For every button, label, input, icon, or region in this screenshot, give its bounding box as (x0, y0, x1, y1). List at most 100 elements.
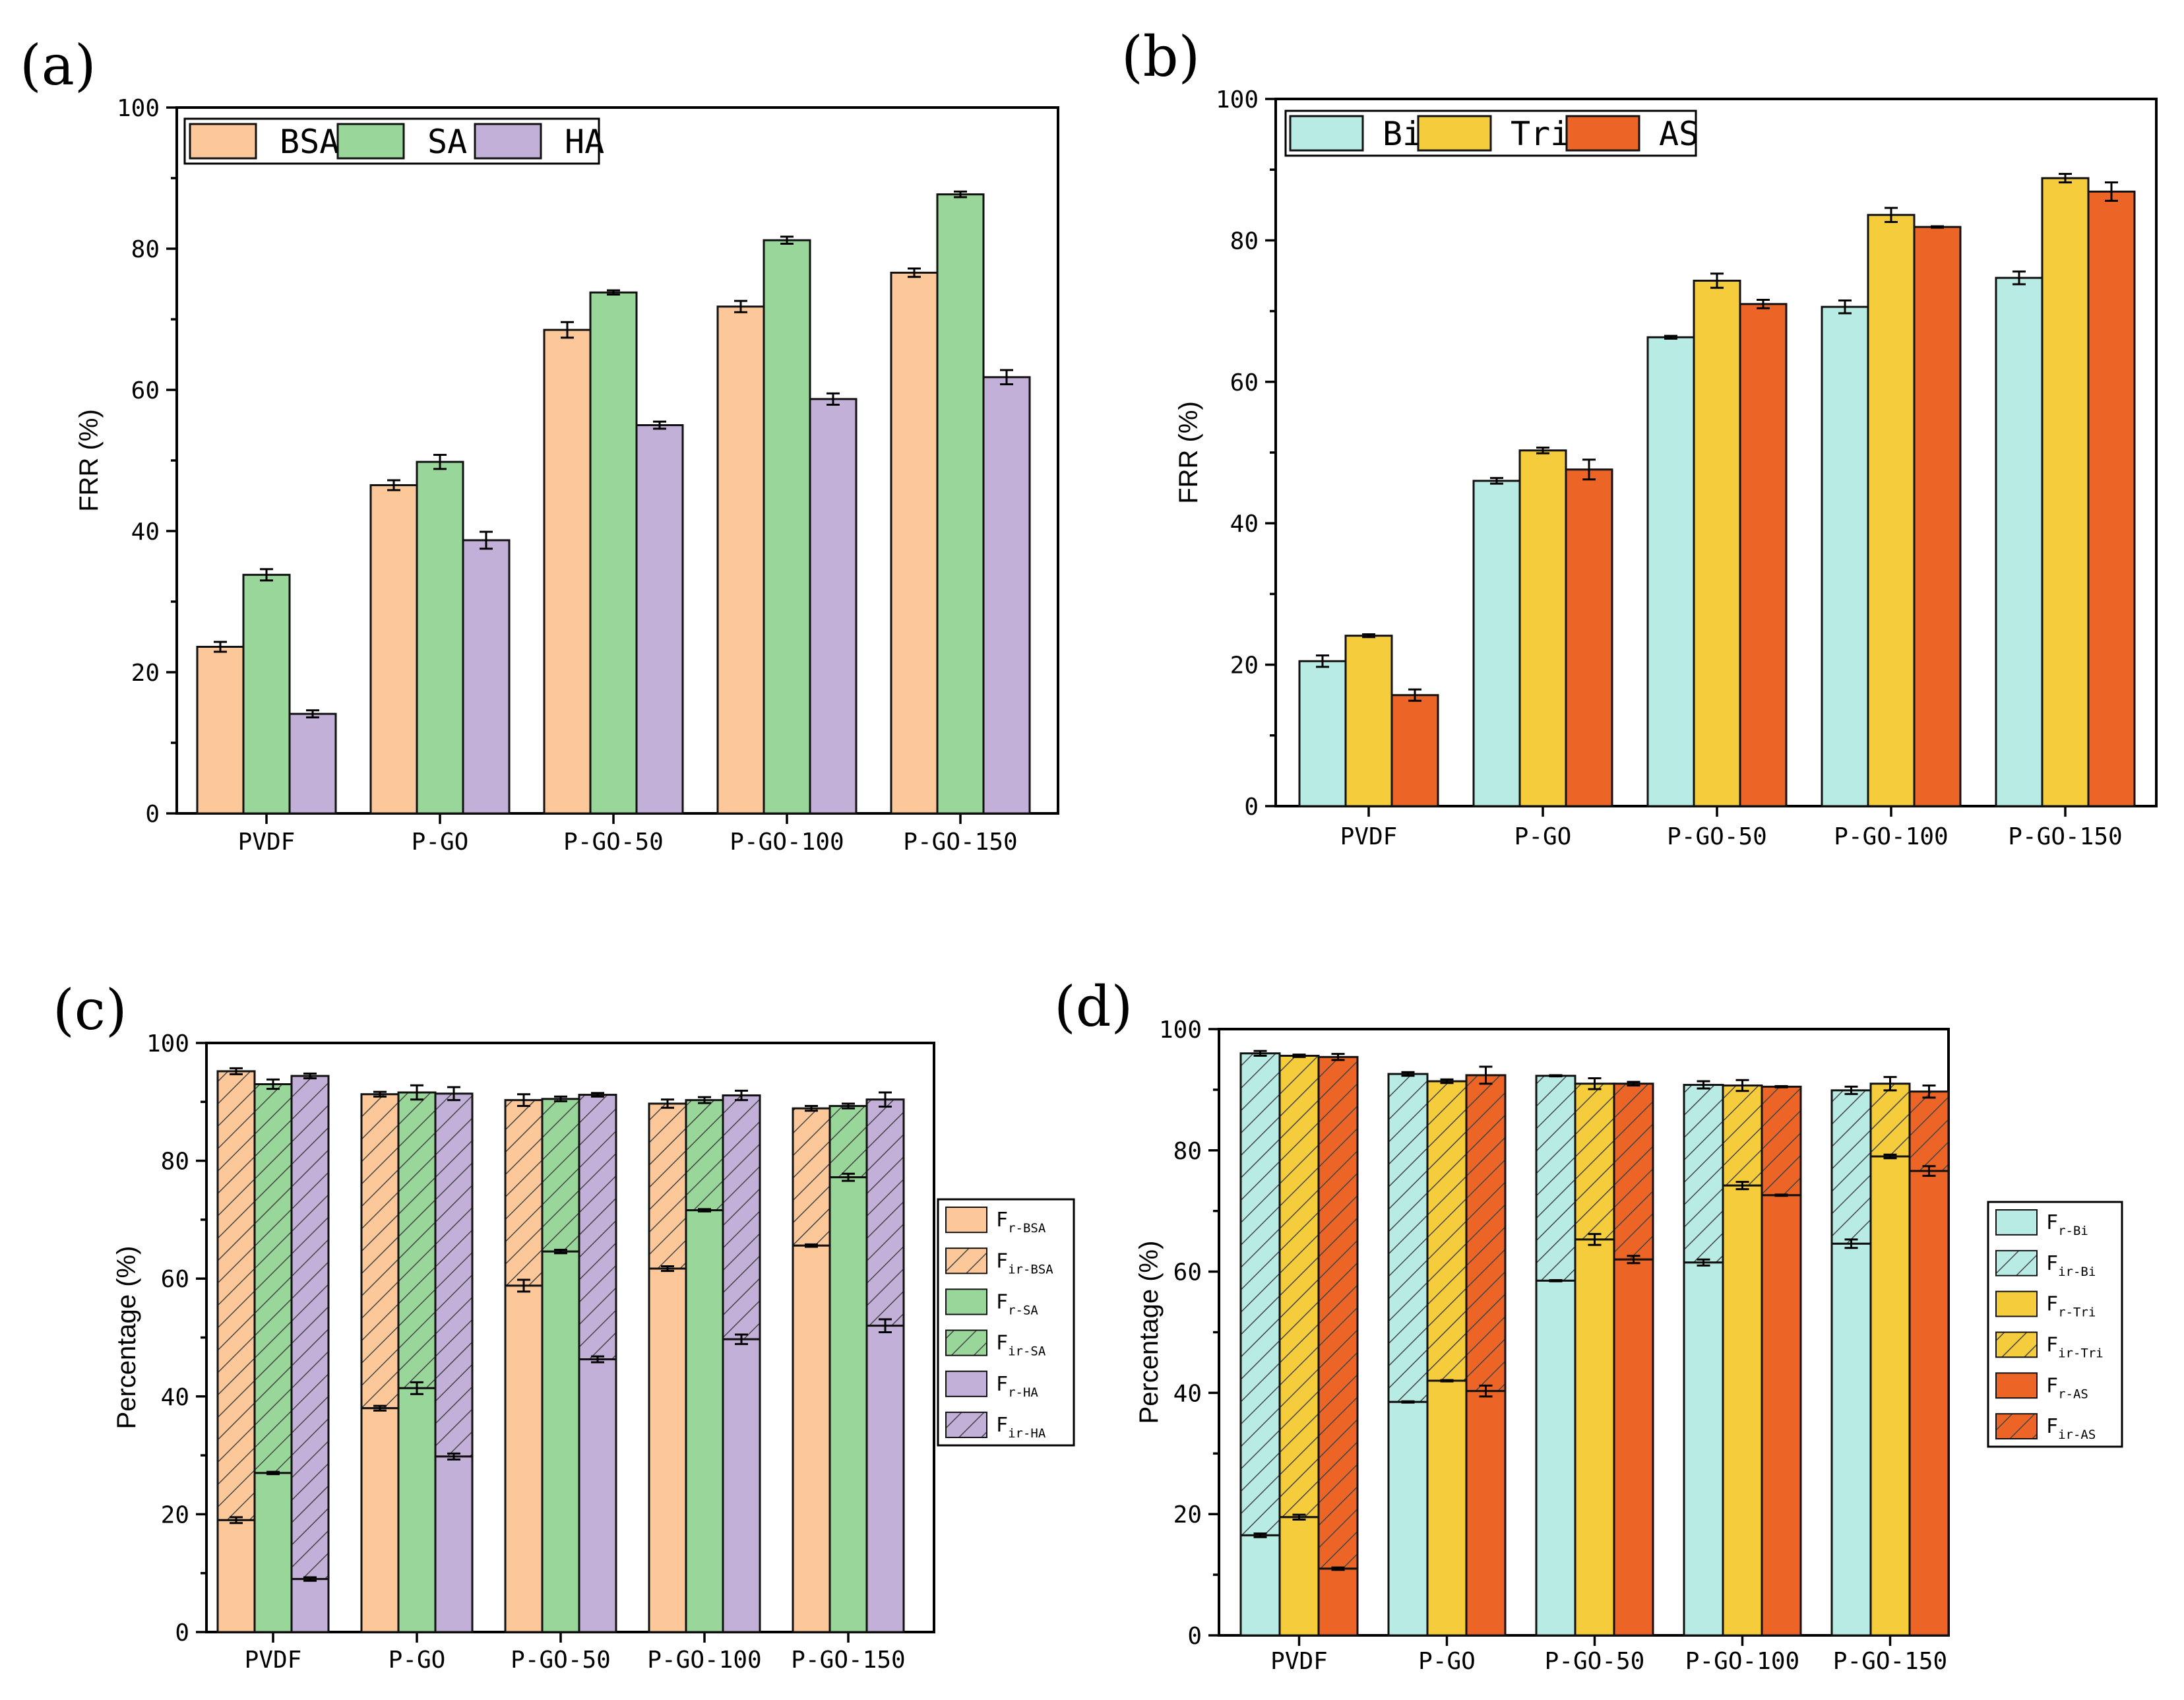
legend-swatch (189, 123, 257, 160)
bar-r-bi (1239, 1534, 1281, 1637)
bar-ir-ha (578, 1094, 617, 1361)
legend-swatch (945, 1370, 987, 1397)
bar-bi (1298, 660, 1347, 807)
legend-label: Fr-Tri (2046, 1293, 2096, 1320)
bar-r-bi (1830, 1242, 1872, 1637)
y-tick-label: 40 (1230, 511, 1259, 538)
x-tick-label: P-GO-150 (903, 829, 1017, 856)
x-tick-label: P-GO (1418, 1648, 1476, 1675)
bar-ir-bsa (360, 1093, 400, 1410)
x-tick-label: P-GO (389, 1647, 446, 1674)
legend-sub: r-AS (2058, 1387, 2088, 1401)
bar-r-bsa (792, 1244, 831, 1633)
chart-panel-b: (b) 0 20 40 60 80 100 FRR (%) PVDF P-GO P-GO-50 P-G… (1121, 24, 2158, 850)
legend-sub: r-HA (1008, 1385, 1038, 1400)
chart-panel-d: (d) 0 20 40 60 80 100 Percentage (%) PVDF P-GO P-G… (1054, 974, 2123, 1675)
legend-swatch (945, 1247, 987, 1275)
bar-r-as (1317, 1567, 1359, 1637)
y-tick-label: 20 (131, 660, 160, 687)
x-tick-label: P-GO-50 (1545, 1648, 1645, 1675)
bar-as (2087, 190, 2136, 807)
bar-bsa (716, 305, 765, 815)
legend-swatch (1995, 1372, 2038, 1399)
legend-main: F (2046, 1211, 2058, 1234)
bar-r-sa (828, 1176, 868, 1633)
bar-r-sa (685, 1209, 724, 1633)
legend-swatch (1995, 1413, 2038, 1440)
legend-main: F (2046, 1374, 2058, 1397)
y-tick-label: 100 (1216, 86, 1259, 113)
legend-main: F (996, 1414, 1008, 1437)
x-tick-label: P-GO-100 (1685, 1648, 1799, 1675)
bar-as (1390, 694, 1439, 807)
bar-sa (416, 460, 464, 815)
legend-main: F (996, 1209, 1008, 1232)
legend-label: SA (427, 123, 467, 161)
x-tick-label: P-GO-100 (647, 1647, 761, 1674)
x-tick-label: P-GO-50 (511, 1647, 611, 1674)
legend-label: Tri (1511, 115, 1570, 153)
bar-ir-tri (1869, 1083, 1911, 1158)
legend-sub: r-BSA (1008, 1221, 1046, 1236)
bar-r-bi (1535, 1279, 1576, 1637)
chart-panel-a: (a) 0 20 40 60 80 100 FRR (%) PVDF P-GO P-GO-50 P-G… (20, 33, 1059, 856)
bar-ir-bsa (504, 1099, 544, 1287)
y-tick-label: 100 (1159, 1017, 1202, 1044)
x-tick-label: P-GO-150 (2008, 823, 2122, 850)
bar-bsa (890, 271, 939, 815)
y-tick-label: 20 (161, 1501, 189, 1528)
legend-main: F (2046, 1293, 2058, 1316)
legend-label: Fr-Bi (2046, 1211, 2088, 1238)
bar-ir-sa (828, 1105, 868, 1179)
bar-sa (763, 239, 811, 815)
bar-bsa (196, 645, 245, 815)
bar-bi (1472, 480, 1521, 807)
legend-main: F (996, 1373, 1008, 1396)
y-tick-label: 80 (161, 1149, 189, 1176)
bar-r-as (1761, 1194, 1802, 1637)
bar-r-ha (290, 1578, 330, 1633)
y-tick-label: 100 (146, 1030, 189, 1057)
legend-sub: ir-HA (1008, 1426, 1046, 1441)
x-tick-label: P-GO-150 (791, 1647, 905, 1674)
bar-r-tri (1722, 1184, 1763, 1637)
bar-r-ha (865, 1325, 905, 1633)
legend-main: F (2046, 1333, 2058, 1356)
y-tick-label: 100 (117, 95, 160, 122)
y-tick-label: 20 (1173, 1501, 1202, 1528)
legend-box (937, 1198, 1075, 1447)
bar-ir-as (1761, 1085, 1802, 1197)
legend-label: BSA (280, 123, 339, 161)
bar-ir-ha (865, 1098, 905, 1327)
chart-panel-c: (c) 0 20 40 60 80 100 Percentage (%) PVDF P-GO P-G… (53, 978, 1075, 1674)
bar-ha (809, 398, 858, 815)
bar-tri (1867, 214, 1916, 807)
bar-r-sa (541, 1250, 580, 1633)
legend-sub: ir-AS (2058, 1428, 2096, 1442)
bar-r-sa (397, 1387, 437, 1633)
panel-label: (d) (1054, 974, 1133, 1039)
bar-r-as (1613, 1258, 1654, 1637)
bar-ha (635, 424, 684, 815)
bar-sa (242, 573, 291, 815)
bar-r-tri (1869, 1155, 1911, 1637)
legend-main: F (996, 1332, 1008, 1355)
bar-r-tri (1426, 1379, 1468, 1637)
y-tick-label: 0 (145, 801, 160, 828)
y-axis-label: FRR (%) (1174, 401, 1203, 504)
x-tick-label: PVDF (1270, 1648, 1328, 1675)
bar-r-bi (1387, 1401, 1429, 1637)
bar-r-bsa (216, 1519, 256, 1633)
legend-sub: r-SA (1008, 1303, 1038, 1317)
y-tick-label: 80 (131, 236, 160, 263)
panel-label: (c) (53, 978, 127, 1042)
legend-swatch (336, 123, 405, 160)
panel-label: (a) (20, 33, 96, 98)
legend-swatch (1565, 115, 1640, 152)
x-tick-label: P-GO (1514, 823, 1572, 850)
bar-ir-bsa (792, 1107, 831, 1247)
legend-sub: ir-BSA (1008, 1262, 1053, 1276)
bar-sa (936, 193, 985, 815)
y-tick-label: 40 (161, 1384, 189, 1411)
